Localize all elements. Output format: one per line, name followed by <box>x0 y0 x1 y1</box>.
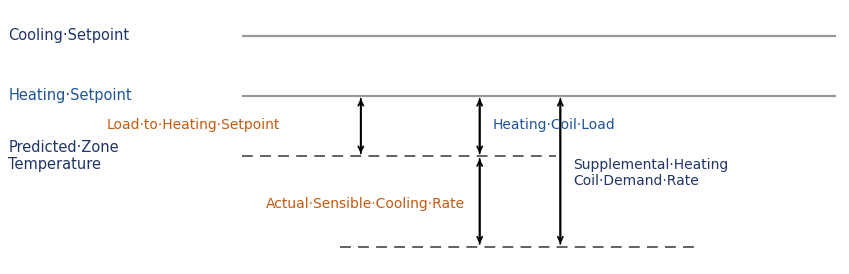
Text: Heating·Setpoint: Heating·Setpoint <box>8 89 132 103</box>
Text: Predicted·Zone
Temperature: Predicted·Zone Temperature <box>8 140 119 172</box>
Text: Load·to·Heating·Setpoint: Load·to·Heating·Setpoint <box>107 118 280 132</box>
Text: Supplemental·Heating
Coil·Demand·Rate: Supplemental·Heating Coil·Demand·Rate <box>573 158 728 188</box>
Text: Heating·Coil·Load: Heating·Coil·Load <box>492 118 616 132</box>
Text: Actual·Sensible·Cooling·Rate: Actual·Sensible·Cooling·Rate <box>266 197 464 211</box>
Text: Cooling·Setpoint: Cooling·Setpoint <box>8 28 130 43</box>
